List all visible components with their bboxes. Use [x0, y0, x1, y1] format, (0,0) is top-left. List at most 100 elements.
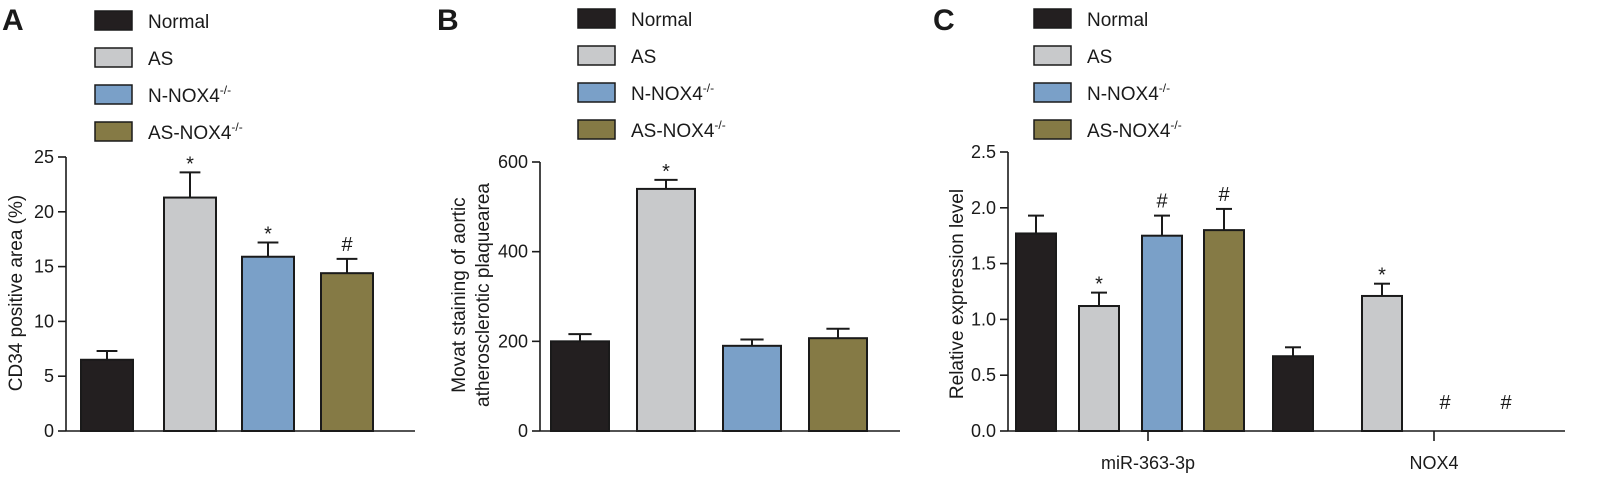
bar-c3	[320, 272, 374, 432]
bar-s1-c0	[1078, 305, 1120, 432]
bar-s2-c0	[1141, 234, 1183, 432]
significance-c1: *	[662, 161, 670, 183]
legend-b: Normal AS N-NOX4-/- AS-NOX4-/-	[577, 8, 726, 142]
legend-swatch-1	[577, 45, 616, 66]
legend-superscript-2: -/-	[220, 83, 231, 97]
legend-superscript-3: -/-	[714, 118, 725, 132]
bar-s0-c0	[1015, 232, 1057, 432]
significance-s3-c1: #	[1500, 392, 1512, 414]
plot-a: 0 5 10 15 20 25 * * #	[34, 147, 415, 441]
y-axis-label-c: Relative expression level	[947, 189, 968, 399]
y-tick-label-3: 15	[34, 257, 54, 277]
legend-swatch-0	[1033, 8, 1072, 29]
legend-item-1: AS	[1033, 45, 1112, 68]
panel-letter-c: C	[933, 4, 955, 37]
bar-s3-c0	[1203, 229, 1245, 432]
legend-label-2: N-NOX4-/-	[148, 83, 231, 107]
significance-c3: #	[341, 234, 353, 256]
legend-item-1: AS	[577, 45, 656, 68]
legend-item-2: N-NOX4-/-	[1033, 81, 1170, 105]
legend-label-2: N-NOX4-/-	[631, 81, 714, 105]
legend-label-1: AS	[631, 47, 656, 68]
y-tick-label-0: 0	[44, 421, 54, 441]
panel-a: A Normal AS N-NOX4-/- AS-NOX4-/- CD34 posit…	[2, 4, 415, 441]
legend-item-3: AS-NOX4-/-	[1033, 118, 1182, 142]
legend-item-2: N-NOX4-/-	[577, 81, 714, 105]
significance-c1: *	[186, 153, 194, 175]
y-tick-label-4: 2.0	[971, 198, 996, 218]
legend-swatch-2	[577, 82, 616, 103]
bar-c3	[808, 337, 868, 433]
y-axis-label-b-line2: atherosclerotic plaquearea	[473, 183, 494, 407]
bar-c0	[80, 358, 134, 433]
bar-c0	[550, 340, 610, 433]
legend-swatch-0	[577, 8, 616, 29]
legend-item-3: AS-NOX4-/-	[577, 118, 726, 142]
bar-c2	[241, 255, 295, 432]
legend-label-3: AS-NOX4-/-	[631, 118, 726, 142]
significance-s3-c0: #	[1218, 184, 1230, 206]
legend-swatch-2	[94, 84, 133, 105]
y-tick-label-4: 20	[34, 202, 54, 222]
legend-label-0: Normal	[1087, 10, 1148, 31]
legend-item-1: AS	[94, 47, 173, 70]
legend-swatch-1	[94, 47, 133, 68]
legend-label-2: N-NOX4-/-	[1087, 81, 1170, 105]
legend-label-3: AS-NOX4-/-	[148, 120, 243, 144]
legend-item-0: Normal	[577, 8, 692, 31]
y-tick-label-0: 0.0	[971, 421, 996, 441]
panel-c: C Normal AS N-NOX4-/- AS-NOX4-/- Relative e…	[933, 4, 1565, 473]
y-axis-label-a: CD34 positive area (%)	[6, 195, 27, 391]
legend-label-0: Normal	[631, 10, 692, 31]
bar-s1-c1	[1361, 294, 1403, 432]
bar-c1	[636, 187, 696, 432]
legend-superscript-2: -/-	[1159, 81, 1170, 95]
legend-swatch-3	[1033, 119, 1072, 140]
plot-b: 0 200 400 600 *	[498, 152, 900, 441]
significance-c2: *	[264, 223, 272, 245]
legend-swatch-1	[1033, 45, 1072, 66]
y-tick-label-2: 1.0	[971, 309, 996, 329]
legend-label-1: AS	[148, 49, 173, 70]
legend-c: Normal AS N-NOX4-/- AS-NOX4-/-	[1033, 8, 1182, 142]
legend-swatch-2	[1033, 82, 1072, 103]
significance-s2-c1: #	[1439, 392, 1451, 414]
legend-label-1: AS	[1087, 47, 1112, 68]
legend-label-0: Normal	[148, 12, 209, 33]
legend-item-2: N-NOX4-/-	[94, 83, 231, 107]
significance-s2-c0: #	[1156, 191, 1168, 213]
significance-s1-c1: *	[1378, 265, 1386, 287]
x-tick-label-0: miR-363-3p	[1101, 453, 1195, 473]
legend-item-0: Normal	[94, 10, 209, 33]
panel-letter-a: A	[2, 4, 24, 37]
y-tick-label-1: 0.5	[971, 365, 996, 385]
x-tick-label-1: NOX4	[1409, 453, 1458, 473]
y-tick-label-2: 400	[498, 242, 528, 262]
y-tick-label-2: 10	[34, 311, 54, 331]
y-tick-label-1: 200	[498, 331, 528, 351]
y-tick-label-0: 0	[518, 421, 528, 441]
y-tick-label-1: 5	[44, 366, 54, 386]
legend-superscript-3: -/-	[231, 120, 242, 134]
y-tick-label-5: 25	[34, 147, 54, 167]
panel-b: B Normal AS N-NOX4-/- AS-NOX4-/- Movat stai…	[437, 4, 900, 441]
y-tick-label-3: 600	[498, 152, 528, 172]
panel-letter-b: B	[437, 4, 459, 37]
legend-swatch-3	[94, 121, 133, 142]
legend-item-3: AS-NOX4-/-	[94, 120, 243, 144]
bar-s0-c1	[1272, 355, 1314, 432]
legend-label-3: AS-NOX4-/-	[1087, 118, 1182, 142]
y-tick-label-5: 2.5	[971, 142, 996, 162]
significance-s1-c0: *	[1095, 274, 1103, 296]
legend-a: Normal AS N-NOX4-/- AS-NOX4-/-	[94, 10, 243, 144]
plot-c: 0.0 0.5 1.0 1.5 2.0 2.5 * * # # # # miR-363-3p NOX4	[971, 142, 1565, 473]
legend-swatch-0	[94, 10, 133, 31]
bar-c1	[163, 196, 217, 432]
legend-superscript-3: -/-	[1170, 118, 1181, 132]
legend-swatch-3	[577, 119, 616, 140]
legend-superscript-2: -/-	[703, 81, 714, 95]
y-tick-label-3: 1.5	[971, 254, 996, 274]
legend-item-0: Normal	[1033, 8, 1148, 31]
y-axis-label-b-line1: Movat staining of aortic	[449, 197, 470, 392]
